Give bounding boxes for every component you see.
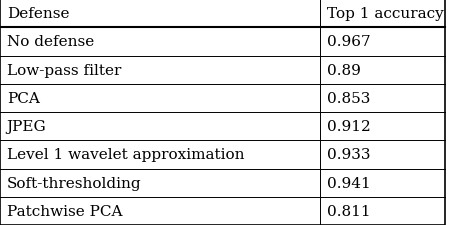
Text: Top 1 accuracy: Top 1 accuracy <box>327 7 444 21</box>
Text: Level 1 wavelet approximation: Level 1 wavelet approximation <box>7 148 244 162</box>
Text: PCA: PCA <box>7 92 40 105</box>
Text: 0.811: 0.811 <box>327 204 370 218</box>
Text: Defense: Defense <box>7 7 69 21</box>
Text: Soft-thresholding: Soft-thresholding <box>7 176 141 190</box>
Text: 0.853: 0.853 <box>327 92 370 105</box>
Text: JPEG: JPEG <box>7 120 47 133</box>
Text: No defense: No defense <box>7 35 94 49</box>
Text: 0.933: 0.933 <box>327 148 370 162</box>
Text: 0.912: 0.912 <box>327 120 371 133</box>
Text: 0.89: 0.89 <box>327 63 361 77</box>
Text: 0.941: 0.941 <box>327 176 371 190</box>
Text: Patchwise PCA: Patchwise PCA <box>7 204 122 218</box>
Text: 0.967: 0.967 <box>327 35 370 49</box>
Text: Low-pass filter: Low-pass filter <box>7 63 121 77</box>
